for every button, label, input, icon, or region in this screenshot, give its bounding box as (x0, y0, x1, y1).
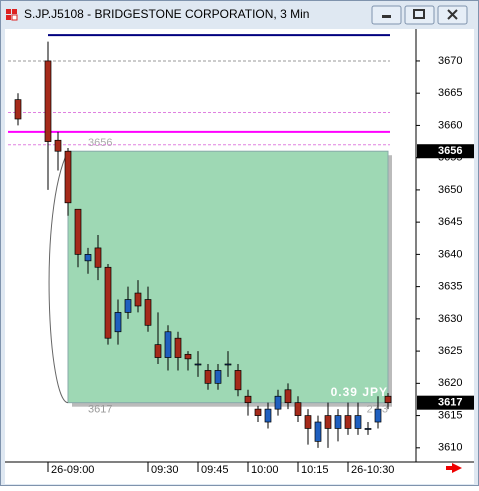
range-change-label: 0.39 JPY (331, 385, 388, 399)
y-tick-label: 3625 (438, 345, 462, 357)
candle-body (374, 408, 382, 423)
candle-body (174, 337, 182, 358)
x-tick-label: 26-09:00 (51, 464, 94, 476)
candle-body (244, 395, 252, 404)
candle-body (234, 370, 242, 391)
candle-body (54, 139, 62, 152)
x-tick-label: 10:00 (251, 464, 279, 476)
candle-body (254, 408, 262, 416)
candle-body (204, 370, 212, 384)
range-box (67, 150, 389, 404)
candle-body (384, 395, 392, 404)
candle-body (64, 150, 72, 204)
candle-body (14, 99, 22, 120)
candle-body (94, 247, 102, 268)
candle-body (104, 266, 112, 339)
candle-body (314, 421, 322, 442)
candle-body (324, 415, 332, 429)
y-tick-label: 3615 (438, 409, 462, 421)
y-tick-label: 3660 (438, 119, 462, 131)
candle-body (364, 428, 372, 430)
y-tick-label: 3650 (438, 184, 462, 196)
candle-body (184, 353, 192, 360)
candle-body (354, 415, 362, 429)
candle-body (44, 60, 52, 142)
y-tick-label: 3630 (438, 313, 462, 325)
range-connector (48, 150, 69, 404)
y-tick-label: 3645 (438, 216, 462, 228)
y-tick-label: 3610 (438, 442, 462, 454)
price-tag-label: 3617 (438, 397, 462, 409)
x-tick-label: 09:30 (151, 464, 179, 476)
minimize-button[interactable] (371, 5, 402, 25)
y-tick-label: 3620 (438, 377, 462, 389)
candle-body (124, 299, 132, 313)
price-tag-label: 3656 (438, 145, 462, 157)
candle-body (284, 389, 292, 404)
candle-body (334, 415, 342, 429)
maximize-button[interactable] (404, 5, 435, 25)
candle-body (154, 344, 162, 358)
range-top-label: 3656 (88, 137, 112, 149)
candle-body (294, 402, 302, 416)
price-tag (417, 144, 474, 159)
x-tick-label: 10:15 (301, 464, 329, 476)
candle-body (304, 415, 312, 429)
price-tag (417, 395, 474, 410)
candle-body (194, 363, 202, 366)
candle-body (84, 254, 92, 262)
candle-body (74, 208, 82, 255)
y-tick-label: 3635 (438, 281, 462, 293)
candle-body (264, 408, 272, 423)
candle-body (164, 331, 172, 358)
scroll-arrow[interactable] (446, 463, 462, 473)
candle-body (114, 312, 122, 333)
candle-body (144, 299, 152, 326)
candle-body (274, 395, 282, 410)
y-tick-label: 3640 (438, 248, 462, 260)
candle-body (344, 415, 352, 429)
candle-body (134, 292, 142, 307)
range-bottom-label: 3617 (88, 404, 112, 416)
y-tick-label: 3670 (438, 55, 462, 67)
app-icon (6, 9, 18, 21)
y-tick-label: 3665 (438, 87, 462, 99)
candle-body (214, 370, 222, 384)
candle-body (224, 363, 232, 366)
x-tick-label: 09:45 (201, 464, 229, 476)
window-title: S.JP.J5108 - BRIDGESTONE CORPORATION, 3 … (24, 7, 309, 21)
close-button[interactable] (437, 5, 468, 25)
x-tick-label: 26-10:30 (351, 464, 394, 476)
